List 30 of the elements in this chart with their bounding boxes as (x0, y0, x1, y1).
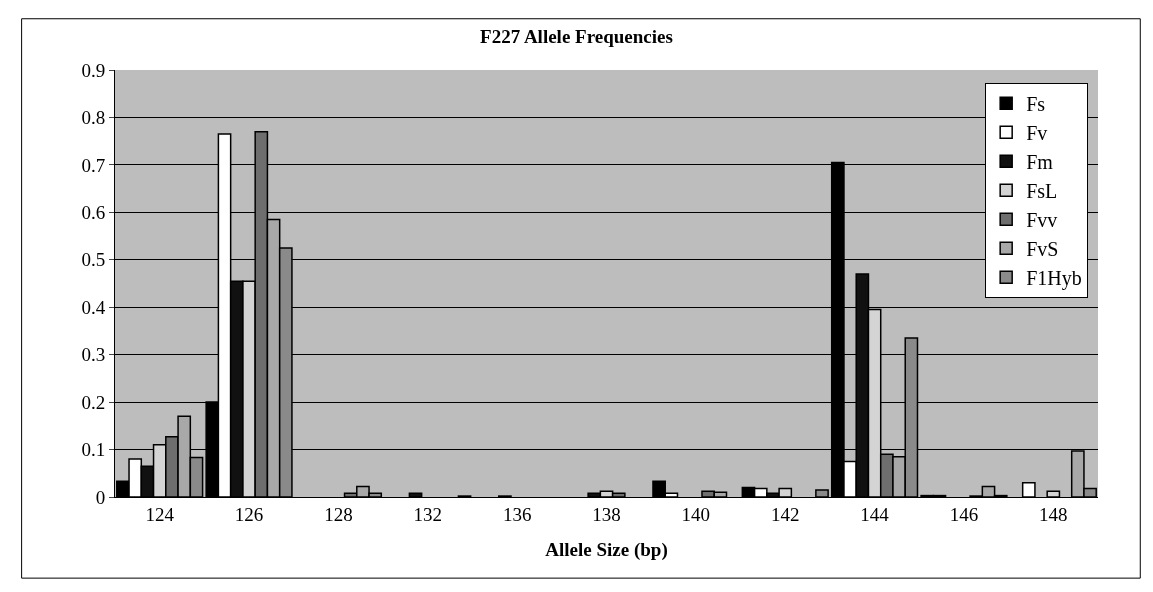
legend-label: Fs (1026, 93, 1046, 116)
x-tick-label: 142 (770, 503, 800, 525)
x-tick-label: 132 (413, 503, 443, 525)
y-tick-label: 0.5 (81, 249, 106, 271)
legend-label: FsL (1026, 180, 1058, 203)
x-tick-label: 126 (234, 503, 264, 525)
y-tick-label: 0.3 (81, 344, 106, 366)
y-tick-label: 0.1 (81, 439, 106, 461)
y-tick-label: 0.8 (81, 107, 106, 129)
y-tick-label: 0.9 (81, 59, 106, 81)
x-tick-label: 124 (145, 503, 175, 525)
chart-title: F227 Allele Frequencies (480, 25, 673, 47)
x-tick-label: 128 (324, 503, 353, 525)
x-tick-label: 140 (681, 503, 711, 525)
y-tick-label: 0.7 (81, 154, 106, 176)
y-tick-label: 0 (95, 486, 106, 508)
legend-label: Fvv (1026, 209, 1058, 232)
x-axis-title: Allele Size (bp) (545, 538, 668, 561)
x-tick-label: 138 (592, 503, 621, 525)
y-tick-label: 0.6 (81, 201, 106, 223)
x-tick-label: 146 (949, 503, 979, 525)
x-tick-label: 148 (1039, 503, 1068, 525)
legend-label: F1Hyb (1026, 267, 1082, 291)
legend-label: FvS (1026, 238, 1059, 261)
y-tick-label: 0.2 (81, 391, 106, 413)
x-tick-label: 144 (860, 503, 890, 525)
legend-label: Fv (1026, 122, 1048, 145)
y-tick-label: 0.4 (81, 296, 106, 318)
x-tick-label: 136 (502, 503, 532, 525)
legend-label: Fm (1026, 151, 1054, 174)
